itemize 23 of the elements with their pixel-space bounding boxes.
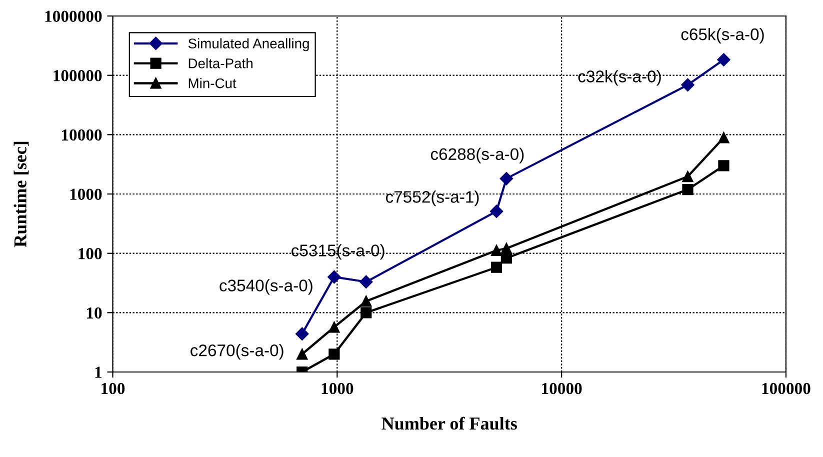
annotation: c6288(s-a-0) bbox=[430, 148, 524, 164]
legend-label: Simulated Anealling bbox=[188, 38, 309, 52]
legend-label: Min-Cut bbox=[188, 78, 236, 88]
annotation: c7552(s-a-1) bbox=[386, 190, 479, 206]
y-tick-label: 100 bbox=[78, 248, 102, 260]
x-tick-label: 1000 bbox=[322, 382, 354, 394]
y-tick-label: 10 bbox=[87, 307, 102, 319]
x-tick-label: 100 bbox=[102, 382, 125, 394]
annotation: c3540(s-a-0) bbox=[220, 279, 312, 295]
annotation: c65k(s-a-0) bbox=[681, 28, 764, 44]
y-tick-label: 1000 bbox=[70, 188, 102, 200]
x-tick-label: 10000 bbox=[542, 382, 582, 394]
x-tick-label: 100000 bbox=[762, 382, 810, 394]
annotation: c5315(s-a-0) bbox=[292, 244, 384, 260]
x-axis-title: Number of Faults bbox=[382, 416, 517, 430]
y-tick-label: 10000 bbox=[62, 129, 102, 141]
y-tick-label: 100000 bbox=[54, 70, 102, 82]
y-axis-title: Runtime [sec] bbox=[14, 142, 29, 248]
y-tick-label: 1000000 bbox=[45, 10, 102, 22]
annotation: c32k(s-a-0) bbox=[578, 70, 661, 86]
y-tick-label: 1 bbox=[95, 366, 102, 378]
legend-label: Delta-Path bbox=[188, 58, 252, 68]
annotation: c2670(s-a-0) bbox=[190, 344, 284, 360]
